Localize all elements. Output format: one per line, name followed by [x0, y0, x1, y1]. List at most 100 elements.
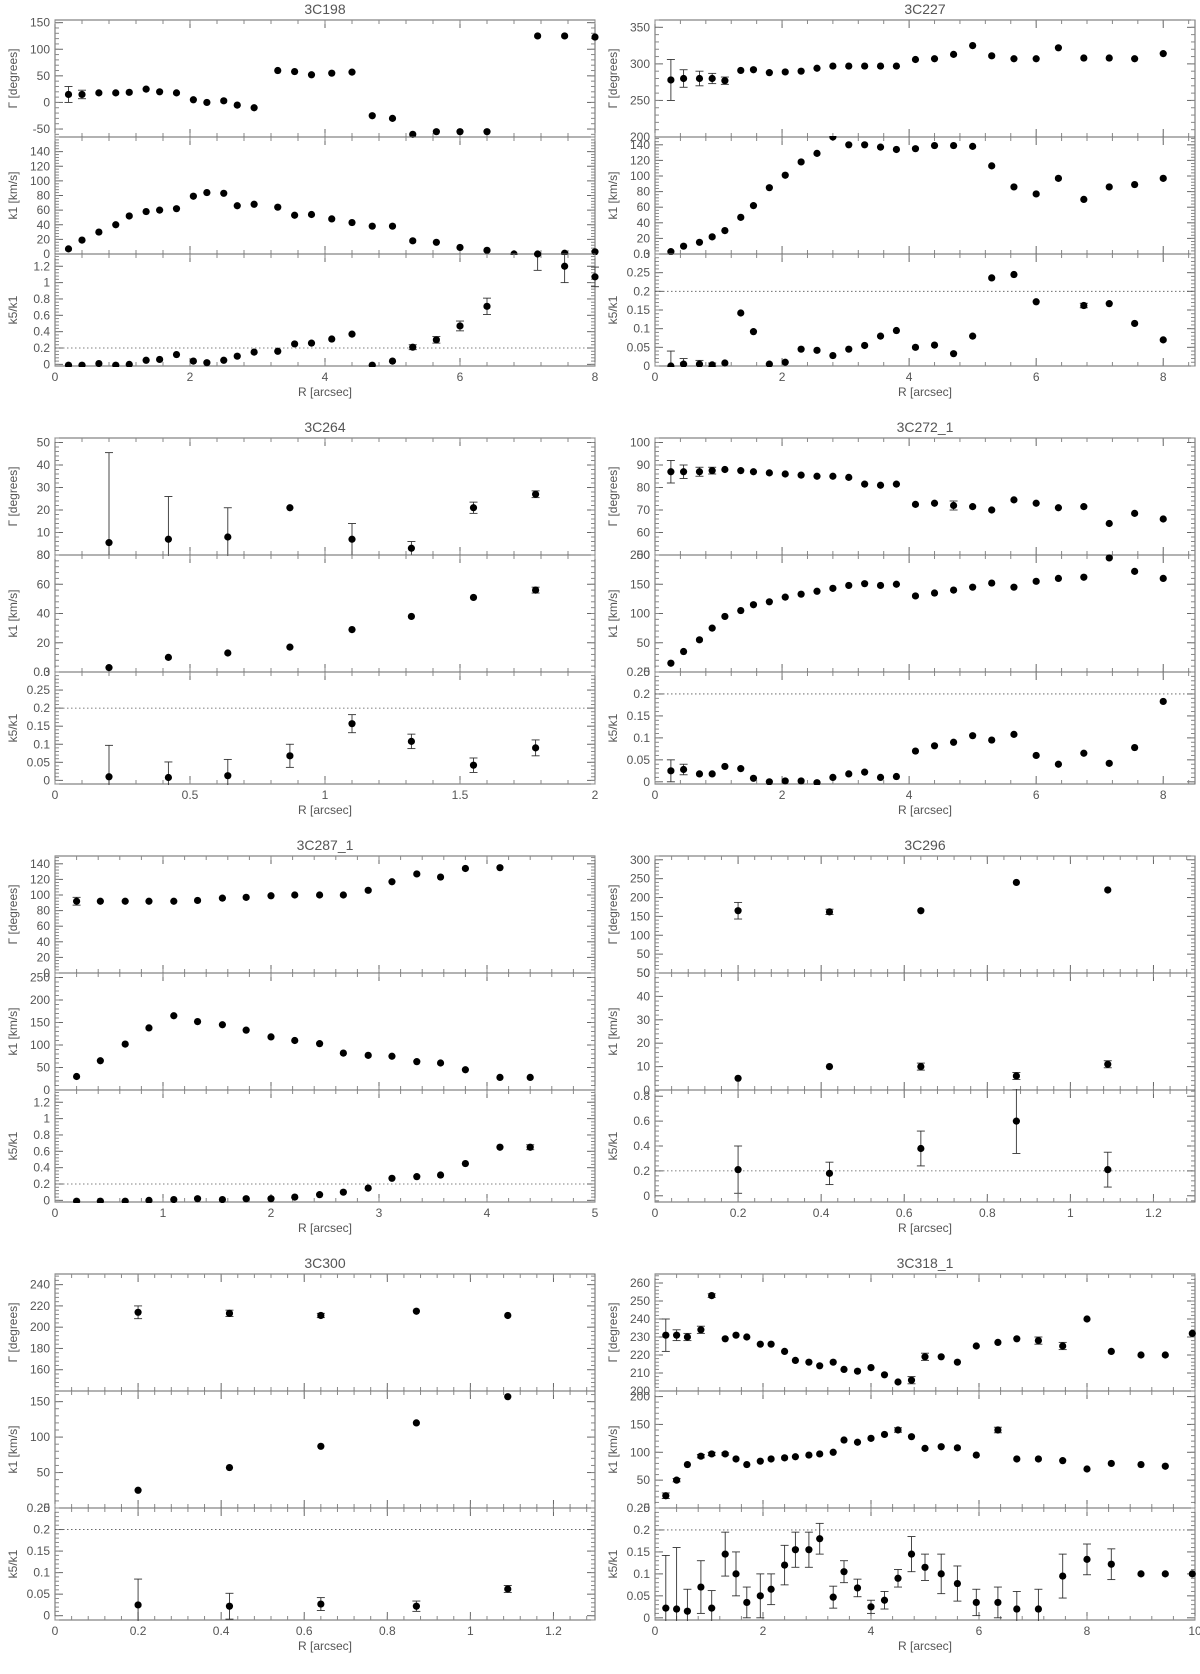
y-tick-label: 0.1: [33, 737, 50, 751]
y-tick-label: 0.8: [633, 1089, 650, 1103]
data-point: [368, 222, 376, 230]
x-tick-label: 1: [467, 1624, 474, 1638]
y-tick-label: 200: [630, 1390, 650, 1404]
panel-frame: [54, 671, 596, 785]
data-point: [1131, 567, 1139, 575]
x-tick-label: 6: [457, 370, 464, 384]
y-tick-label: 0.1: [633, 731, 650, 745]
y-tick-label: 120: [630, 153, 650, 167]
data-point: [876, 581, 885, 590]
data-point: [683, 1607, 692, 1615]
panel-k5-over-k1: 0 0.05 0.1 0.15 0.2 0.25 k5/k1: [6, 1501, 596, 1623]
y-tick-label: 120: [30, 872, 50, 886]
data-point: [1013, 1335, 1021, 1343]
data-point: [432, 336, 440, 344]
x-axis-label: R [arcsec]: [898, 385, 952, 399]
data-point: [348, 330, 356, 338]
data-point: [781, 1454, 789, 1462]
data-point: [892, 772, 901, 781]
data-point: [316, 891, 324, 899]
y-tick-label: 0.15: [27, 1544, 51, 1558]
y-tick-label: 240: [630, 1312, 650, 1326]
data-point: [112, 361, 120, 367]
panel-frame: [54, 437, 596, 556]
data-point: [708, 770, 716, 778]
y-tick-label: 20: [637, 1036, 651, 1050]
data-points: [134, 1305, 512, 1320]
data-point: [737, 467, 745, 475]
data-point: [291, 340, 299, 348]
data-point: [496, 864, 504, 872]
x-tick-label: 5: [592, 1206, 599, 1220]
x-tick-label: 0.2: [730, 1206, 747, 1220]
data-point: [1105, 554, 1113, 562]
y-tick-label: 0.2: [633, 1523, 650, 1537]
data-point: [1105, 54, 1113, 62]
y-tick-label: 0: [43, 1501, 50, 1515]
panel-gamma: 50 60 70 80 90 100 Γ [degrees]: [606, 436, 1196, 562]
data-point: [743, 1333, 751, 1341]
y-tick-label: 0.05: [627, 340, 651, 354]
data-point: [861, 341, 869, 350]
panel-frame: [54, 19, 596, 138]
y-tick-label: 0.05: [627, 753, 651, 767]
data-point: [95, 228, 103, 236]
data-point: [233, 202, 241, 210]
data-point: [737, 765, 745, 773]
data-point: [743, 1598, 751, 1607]
x-tick-label: 1.5: [452, 788, 469, 802]
data-point: [456, 322, 464, 330]
data-point: [876, 481, 885, 489]
data-point: [218, 1195, 226, 1203]
data-point: [969, 332, 977, 340]
data-point: [1013, 1605, 1021, 1613]
y-tick-label: 60: [637, 200, 651, 214]
data-point: [765, 598, 773, 606]
data-point: [483, 246, 491, 254]
data-point: [156, 355, 164, 364]
data-point: [767, 1455, 775, 1463]
data-point: [667, 659, 675, 667]
y-tick-label: 100: [30, 42, 50, 56]
y-tick-label: 50: [37, 1061, 51, 1075]
y-tick-label: 300: [630, 57, 650, 71]
x-tick-label: 6: [976, 1624, 983, 1638]
data-point: [813, 587, 821, 595]
data-point: [1104, 1060, 1112, 1068]
data-point: [829, 62, 837, 70]
data-point: [695, 636, 704, 644]
data-points: [666, 460, 1167, 528]
y-tick-label: 0.25: [627, 665, 651, 679]
y-tick-label: 180: [30, 1341, 50, 1355]
data-point: [364, 1051, 372, 1059]
data-point: [339, 891, 347, 899]
data-point: [1083, 1555, 1091, 1563]
y-tick-label: 50: [637, 1473, 651, 1487]
data-point: [164, 773, 172, 782]
data-point: [1010, 183, 1018, 191]
data-point: [267, 892, 275, 900]
data-point: [708, 74, 716, 83]
data-point: [930, 742, 939, 750]
data-point: [845, 345, 853, 353]
x-tick-label: 1: [160, 1206, 167, 1220]
data-point: [591, 33, 599, 41]
data-point: [121, 1197, 129, 1203]
data-points: [134, 1578, 512, 1621]
data-point: [145, 1196, 153, 1203]
x-tick-label: 4: [322, 370, 329, 384]
y-tick-label: 50: [37, 69, 51, 83]
x-tick-label: 0.2: [130, 1624, 147, 1638]
data-point: [988, 162, 996, 170]
data-point: [791, 1453, 800, 1461]
panel-gamma: 0 10 20 30 40 50 Γ [degrees]: [6, 436, 596, 562]
data-point: [1080, 503, 1088, 511]
y-tick-label: 60: [637, 526, 651, 540]
data-point: [388, 357, 397, 365]
data-point: [921, 1444, 929, 1452]
data-point: [1032, 55, 1040, 63]
data-point: [880, 1430, 889, 1439]
y-tick-label: 0.05: [27, 755, 51, 769]
y-axis-label: k1 [km/s]: [606, 589, 620, 637]
